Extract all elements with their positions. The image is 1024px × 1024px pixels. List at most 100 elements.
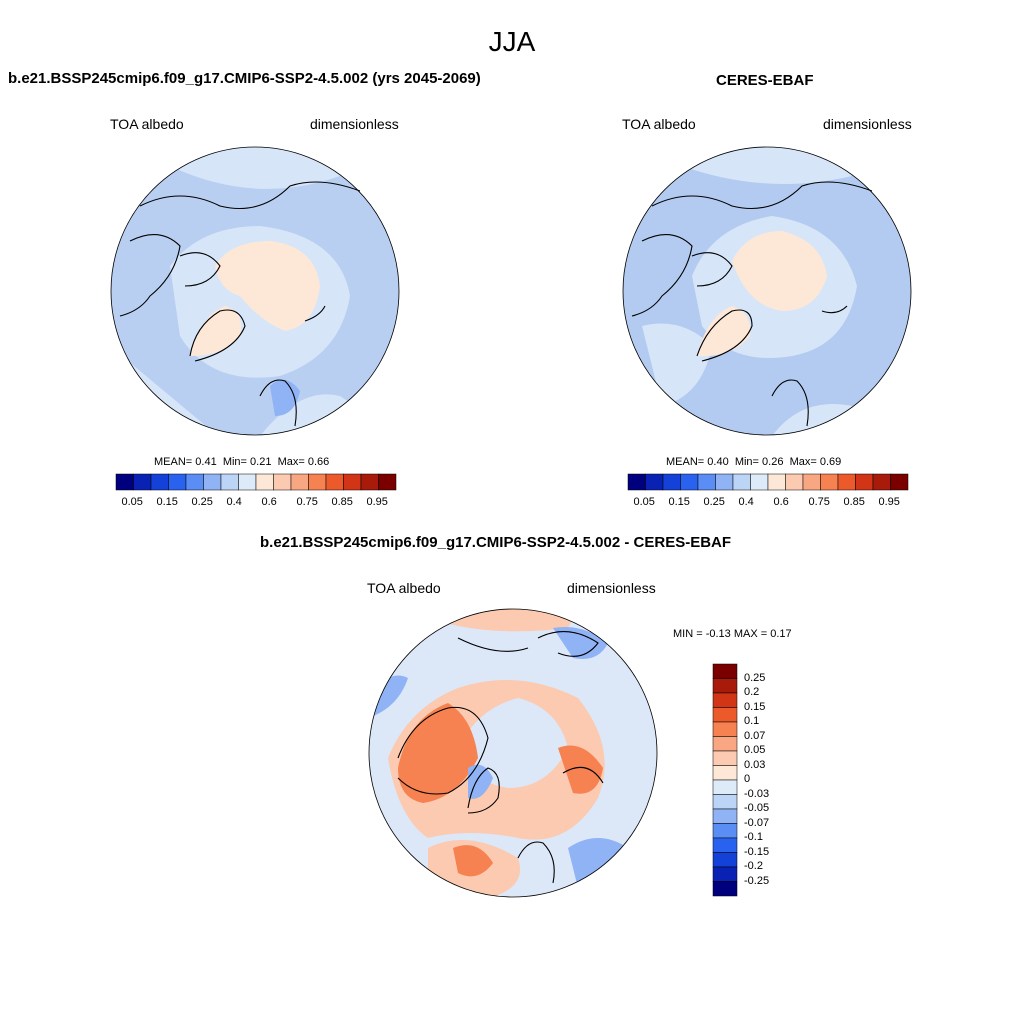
colorbar-swatch: [712, 779, 738, 795]
obs-colorbar-ticks: 0.05 0.15 0.25 0.4 0.6 0.75 0.85 0.95: [628, 496, 908, 510]
colorbar-tick-label: 0.03: [744, 758, 766, 771]
season-title: JJA: [488, 26, 536, 57]
colorbar-tick-label: 0.2: [744, 686, 760, 698]
colorbar-swatch: [712, 794, 738, 810]
colorbar-swatch: [712, 808, 738, 824]
colorbar-swatch: [712, 692, 738, 708]
obs-mean-label: MEAN=: [666, 456, 705, 468]
colorbar-swatch: [712, 736, 738, 752]
model-min-value: 0.21: [250, 456, 272, 468]
colorbar-tick-label: 0.25: [191, 496, 213, 508]
colorbar-swatch: [133, 473, 152, 491]
colorbar-swatch: [697, 473, 716, 491]
colorbar-swatch: [645, 473, 664, 491]
colorbar-swatch: [255, 473, 274, 491]
colorbar-tick-label: 0.25: [744, 671, 766, 684]
obs-polar-map: [622, 146, 912, 436]
diff-units-label: dimensionless: [567, 580, 656, 596]
model-units-label: dimensionless: [310, 116, 399, 132]
colorbar-swatch: [343, 473, 362, 491]
obs-panel-title: CERES-EBAF: [716, 72, 814, 89]
diff-colorbar: [712, 663, 738, 897]
diff-polar-map: [368, 608, 658, 898]
colorbar-swatch: [273, 473, 292, 491]
colorbar-swatch: [732, 473, 751, 491]
colorbar-tick-label: 0.05: [121, 496, 143, 508]
obs-min-label: Min=: [734, 456, 759, 468]
obs-units-label: dimensionless: [823, 116, 912, 132]
colorbar-swatch: [712, 678, 738, 694]
colorbar-tick-label: -0.25: [744, 874, 770, 887]
colorbar-tick-label: 0.05: [633, 496, 655, 508]
colorbar-swatch: [115, 473, 134, 491]
model-max-label: Max=: [277, 456, 305, 468]
diff-panel-title: b.e21.BSSP245cmip6.f09_g17.CMIP6-SSP2-4.…: [260, 534, 732, 551]
model-colorbar: [115, 473, 397, 491]
colorbar-swatch: [820, 473, 839, 491]
colorbar-tick-label: 0.25: [703, 496, 725, 508]
colorbar-swatch: [715, 473, 734, 491]
colorbar-tick-label: -0.15: [744, 845, 770, 858]
colorbar-tick-label: 0.4: [226, 496, 242, 508]
colorbar-swatch: [872, 473, 891, 491]
colorbar-swatch: [712, 750, 738, 766]
colorbar-tick-label: -0.1: [744, 831, 763, 843]
colorbar-swatch: [750, 473, 769, 491]
colorbar-swatch: [168, 473, 187, 491]
colorbar-swatch: [712, 881, 738, 897]
colorbar-swatch: [680, 473, 699, 491]
colorbar-swatch: [785, 473, 804, 491]
colorbar-swatch: [238, 473, 257, 491]
colorbar-tick-label: 0.95: [366, 496, 388, 508]
diff-min-max: MIN = -0.13 MAX = 0.17: [673, 628, 792, 640]
model-max-value: 0.66: [307, 456, 330, 468]
colorbar-swatch: [712, 663, 738, 679]
model-mean-label: MEAN=: [154, 456, 193, 468]
colorbar-swatch: [712, 765, 738, 781]
colorbar-swatch: [712, 837, 738, 853]
model-stats: MEAN= 0.41 Min= 0.21 Max= 0.66: [154, 456, 329, 468]
obs-max-label: Max=: [789, 456, 817, 468]
colorbar-tick-label: 0.85: [843, 496, 865, 508]
colorbar-swatch: [712, 721, 738, 737]
colorbar-swatch: [378, 473, 397, 491]
obs-colorbar: [627, 473, 909, 491]
colorbar-tick-label: 0.95: [878, 496, 900, 508]
diff-variable-label: TOA albedo: [367, 580, 441, 596]
colorbar-tick-label: -0.05: [744, 802, 770, 814]
colorbar-swatch: [627, 473, 646, 491]
model-panel-title: b.e21.BSSP245cmip6.f09_g17.CMIP6-SSP2-4.…: [8, 70, 481, 87]
obs-variable-label: TOA albedo: [622, 116, 696, 132]
colorbar-tick-label: 0.05: [744, 744, 766, 756]
colorbar-swatch: [890, 473, 909, 491]
colorbar-tick-label: -0.03: [744, 787, 770, 800]
diff-colorbar-ticks: 0.25 0.2 0.15 0.1 0.07 0.05 0.03 0 -0.03 -0.05 -0.…: [744, 664, 794, 896]
colorbar-swatch: [712, 866, 738, 882]
colorbar-tick-label: 0.4: [738, 496, 754, 508]
colorbar-tick-label: 0.1: [744, 715, 760, 727]
colorbar-swatch: [290, 473, 309, 491]
colorbar-swatch: [150, 473, 169, 491]
colorbar-tick-label: 0.75: [808, 496, 830, 508]
model-variable-label: TOA albedo: [110, 116, 184, 132]
model-colorbar-ticks: 0.05 0.15 0.25 0.4 0.6 0.75 0.85 0.95: [116, 496, 396, 510]
colorbar-tick-label: 0: [744, 773, 751, 785]
colorbar-swatch: [855, 473, 874, 491]
colorbar-tick-label: 0.07: [744, 729, 766, 742]
colorbar-swatch: [203, 473, 222, 491]
colorbar-tick-label: 0.15: [744, 700, 766, 713]
colorbar-tick-label: 0.15: [156, 496, 178, 508]
colorbar-swatch: [325, 473, 344, 491]
colorbar-tick-label: -0.07: [744, 816, 770, 829]
colorbar-swatch: [767, 473, 786, 491]
model-polar-map: [110, 146, 400, 436]
colorbar-swatch: [837, 473, 856, 491]
colorbar-tick-label: 0.85: [331, 496, 353, 508]
obs-mean-value: 0.40: [707, 456, 729, 468]
colorbar-tick-label: 0.75: [296, 496, 318, 508]
colorbar-swatch: [712, 852, 738, 868]
colorbar-swatch: [185, 473, 204, 491]
colorbar-tick-label: 0.15: [668, 496, 690, 508]
obs-min-value: 0.26: [762, 456, 784, 468]
obs-stats: MEAN= 0.40 Min= 0.26 Max= 0.69: [666, 456, 841, 468]
